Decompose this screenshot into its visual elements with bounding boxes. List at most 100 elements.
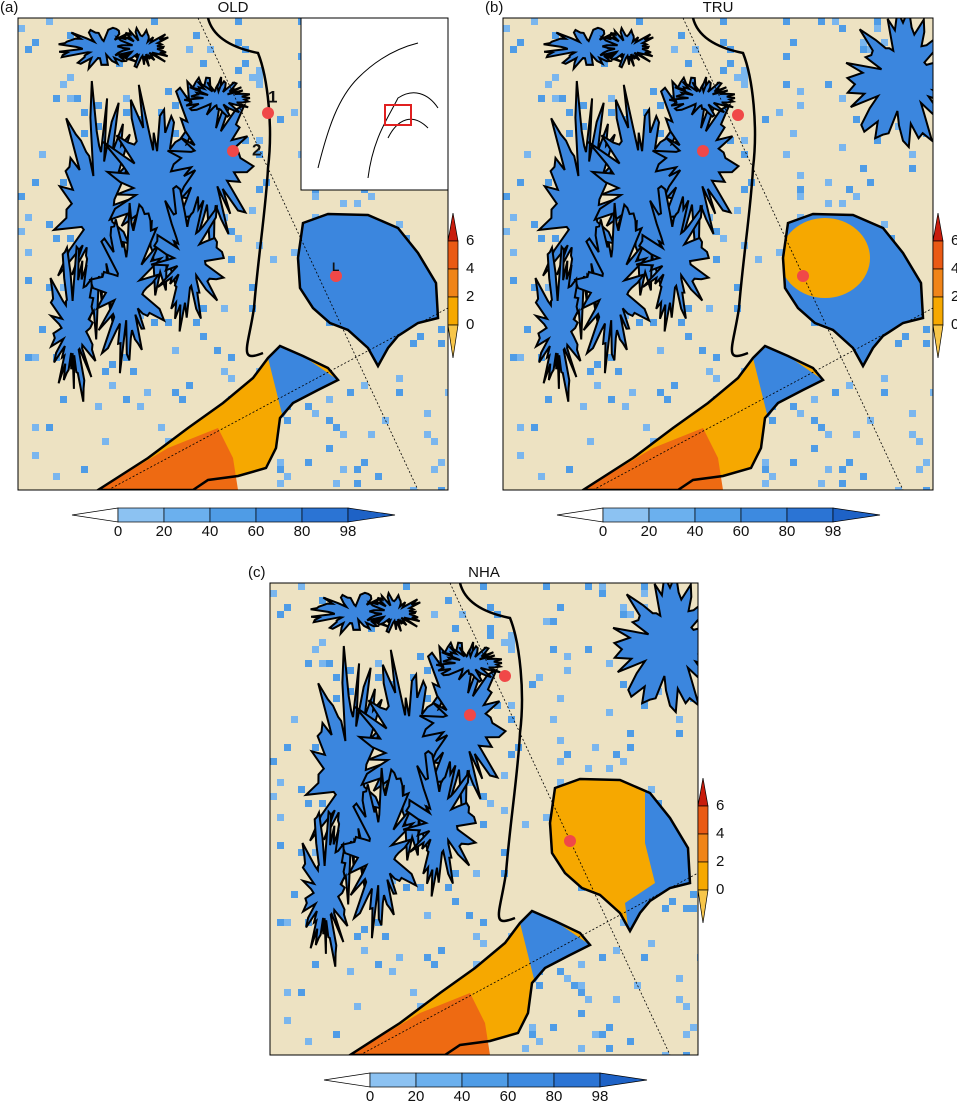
ice-pixel: [144, 389, 151, 396]
ice-pixel: [354, 1003, 361, 1010]
ice-pixel: [277, 779, 284, 786]
colorbar-bin: [932, 240, 944, 270]
ice-pixel: [403, 884, 410, 891]
colorbar-tick-label: 0: [599, 523, 607, 540]
ice-pixel: [319, 597, 326, 604]
ice-pixel: [102, 438, 109, 445]
ice-pixel: [361, 382, 368, 389]
ice-pixel: [592, 1031, 599, 1038]
ice-pixel: [109, 382, 116, 389]
ice-pixel: [298, 989, 305, 996]
ice-pixel: [249, 305, 256, 312]
ice-pixel: [508, 646, 515, 653]
ice-pixel: [494, 702, 501, 709]
ice-pixel: [256, 137, 263, 144]
ice-pixel: [776, 249, 783, 256]
ice-pixel: [531, 221, 538, 228]
ice-pixel: [846, 186, 853, 193]
ice-pixel: [249, 207, 256, 214]
colorbar-extend: [556, 507, 604, 523]
colorbar-tick-label: 4: [716, 825, 724, 842]
ice-pixel: [818, 424, 825, 431]
ice-pixel: [193, 32, 200, 39]
ice-pixel: [480, 793, 487, 800]
ice-pixel: [326, 445, 333, 452]
lake: [419, 640, 508, 818]
ice-pixel: [396, 221, 403, 228]
ice-pixel: [277, 842, 284, 849]
ice-pixel: [256, 74, 263, 81]
sea-fringe: [753, 346, 823, 418]
ice-pixel: [690, 905, 697, 912]
ice-pixel: [552, 235, 559, 242]
ice-pixel: [657, 130, 664, 137]
ice-pixel: [501, 849, 508, 856]
ice-pixel: [319, 660, 326, 667]
ice-pixel: [564, 751, 571, 758]
lake: [114, 25, 169, 69]
ice-pixel: [256, 151, 263, 158]
ice-pixel: [354, 480, 361, 487]
parallel: [107, 307, 448, 490]
ice-pixel: [46, 284, 53, 291]
ice-pixel: [235, 67, 242, 74]
ice-pixel: [326, 660, 333, 667]
ice-pixel: [242, 60, 249, 67]
ice-pixel: [557, 604, 564, 611]
ice-pixel: [620, 681, 627, 688]
ice-pixel: [333, 424, 340, 431]
ice-pixel: [797, 186, 804, 193]
ice-pixel: [706, 305, 713, 312]
ice-pixel: [410, 487, 417, 490]
ice-pixel: [853, 116, 860, 123]
ice-pixel: [452, 870, 459, 877]
ice-pixel: [909, 165, 916, 172]
ice-pixel: [690, 891, 697, 898]
ice-pixel: [298, 583, 305, 590]
ice-pixel: [18, 228, 25, 235]
colorbar-bin: [697, 833, 709, 863]
ice-pixel: [375, 674, 382, 681]
ice-pixel: [923, 340, 930, 347]
ice-pixel: [713, 354, 720, 361]
ice-pixel: [137, 403, 144, 410]
ice-pixel: [200, 60, 207, 67]
ice-pixel: [396, 375, 403, 382]
ice-pixel: [536, 1038, 543, 1045]
ice-pixel: [552, 74, 559, 81]
lake: [150, 184, 226, 332]
ice-pixel: [67, 95, 74, 102]
ice-pixel: [277, 919, 284, 926]
ice-pixel: [557, 779, 564, 786]
ice-pixel: [559, 95, 566, 102]
ice-pixel: [333, 695, 340, 702]
ice-pixel: [242, 137, 249, 144]
ice-pixel: [53, 473, 60, 480]
colorbar-extend: [932, 324, 944, 359]
lake: [612, 583, 698, 715]
colorbar-bin: [932, 268, 944, 298]
lake-l-ice: [783, 218, 870, 298]
ice-pixel: [825, 431, 832, 438]
ice-pixel: [692, 46, 699, 53]
ice-pixel: [417, 653, 424, 660]
ice-pixel: [459, 611, 466, 618]
ice-pixel: [424, 410, 431, 417]
ice-pixel: [550, 618, 557, 625]
ice-pixel: [545, 81, 552, 88]
ice-pixel: [431, 438, 438, 445]
ice-pixel: [123, 95, 130, 102]
panel-title: OLD: [218, 0, 249, 16]
ice-pixel: [319, 800, 326, 807]
colorbar-bin: [694, 507, 742, 523]
ice-pixel: [466, 912, 473, 919]
ice-pixel: [510, 249, 517, 256]
ice-pixel: [741, 74, 748, 81]
ice-pixel: [608, 95, 615, 102]
ice-pixel: [480, 940, 487, 947]
ice-pixel: [741, 81, 748, 88]
lake-l: [298, 214, 438, 366]
ice-pixel: [531, 284, 538, 291]
station: [564, 835, 576, 847]
